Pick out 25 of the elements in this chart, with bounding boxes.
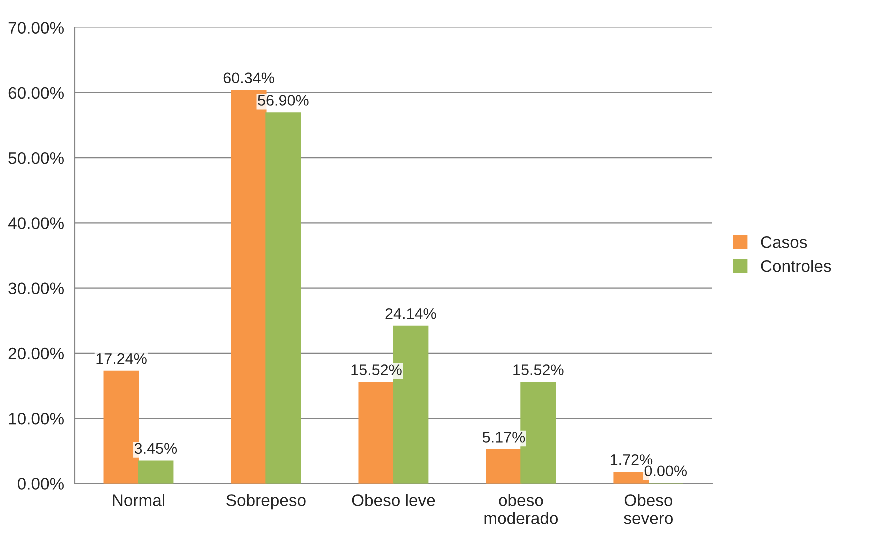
y-tick-label: 70.00%: [8, 22, 64, 34]
data-label: 3.45%: [134, 443, 178, 454]
legend-label: Controles: [761, 260, 832, 272]
y-tick-label: 20.00%: [8, 348, 64, 360]
x-tick-label: Obeso severo: [624, 494, 673, 524]
data-label: 17.24%: [96, 353, 147, 364]
data-label: 56.90%: [258, 95, 309, 106]
y-tick-label: 50.00%: [8, 152, 64, 164]
data-label: 60.34%: [224, 72, 274, 84]
x-tick-label: Sobrepeso: [226, 494, 306, 510]
data-label: 0.00%: [644, 466, 688, 477]
legend-label: Casos: [761, 236, 808, 248]
data-label: 5.17%: [482, 432, 526, 443]
data-label: 1.72%: [610, 454, 653, 466]
y-tick-label: 10.00%: [9, 412, 64, 425]
y-tick-label: 0.00%: [18, 478, 64, 490]
x-tick-label: obeso moderado: [484, 494, 558, 524]
data-label: 15.52%: [514, 364, 564, 376]
y-tick-label: 30.00%: [8, 282, 64, 295]
data-label: 15.52%: [352, 364, 402, 376]
data-label: 24.14%: [386, 308, 436, 320]
y-tick-label: 40.00%: [8, 218, 64, 230]
x-tick-label: Normal: [113, 494, 164, 506]
y-tick-label: 60.00%: [8, 87, 64, 100]
x-tick-label: Obeso leve: [352, 494, 436, 506]
